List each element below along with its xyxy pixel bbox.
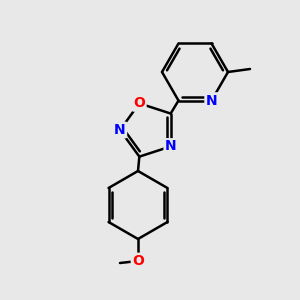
- Text: O: O: [134, 96, 145, 110]
- Text: N: N: [206, 94, 217, 108]
- Text: O: O: [132, 254, 144, 268]
- Text: N: N: [114, 123, 126, 137]
- Text: N: N: [165, 140, 176, 154]
